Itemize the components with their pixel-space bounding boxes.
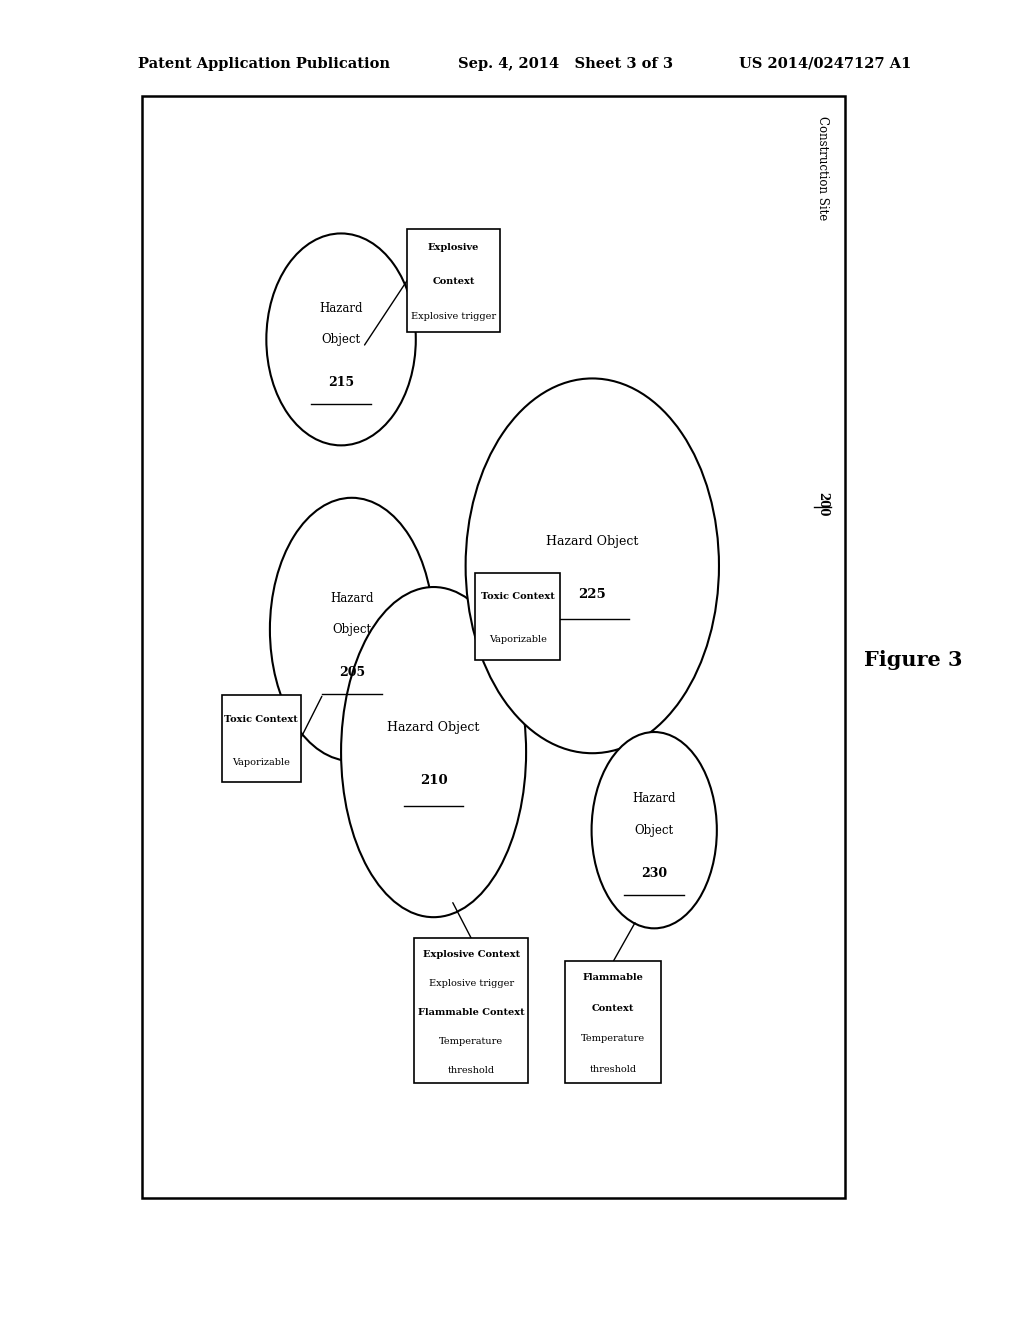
Text: 215: 215 xyxy=(328,376,354,389)
Text: Object: Object xyxy=(332,623,372,636)
Ellipse shape xyxy=(266,234,416,445)
Text: Patent Application Publication: Patent Application Publication xyxy=(138,57,390,71)
Text: Hazard: Hazard xyxy=(319,302,362,314)
Text: Temperature: Temperature xyxy=(582,1035,645,1043)
Text: Flammable Context: Flammable Context xyxy=(418,1008,524,1016)
Text: Explosive trigger: Explosive trigger xyxy=(429,979,514,987)
Text: Context: Context xyxy=(432,277,475,286)
FancyBboxPatch shape xyxy=(222,696,300,783)
Text: 225: 225 xyxy=(579,589,606,601)
Ellipse shape xyxy=(466,379,719,754)
Ellipse shape xyxy=(270,498,433,762)
Text: Construction Site: Construction Site xyxy=(816,116,829,224)
Text: threshold: threshold xyxy=(447,1065,495,1074)
Text: Hazard: Hazard xyxy=(330,591,374,605)
FancyBboxPatch shape xyxy=(408,228,500,331)
Text: Hazard Object: Hazard Object xyxy=(387,721,480,734)
Text: Object: Object xyxy=(322,333,360,346)
Text: Toxic Context: Toxic Context xyxy=(224,714,298,723)
Text: 230: 230 xyxy=(641,867,668,880)
Text: Explosive Context: Explosive Context xyxy=(423,950,520,958)
Text: Toxic Context: Toxic Context xyxy=(480,591,554,601)
Text: Vaporizable: Vaporizable xyxy=(232,758,290,767)
Text: Hazard Object: Hazard Object xyxy=(546,535,639,548)
FancyBboxPatch shape xyxy=(475,573,560,660)
Text: Vaporizable: Vaporizable xyxy=(488,635,547,644)
Text: Explosive: Explosive xyxy=(428,243,479,252)
Text: Figure 3: Figure 3 xyxy=(864,649,963,671)
Text: Explosive trigger: Explosive trigger xyxy=(411,312,496,321)
Ellipse shape xyxy=(592,733,717,928)
Ellipse shape xyxy=(341,587,526,917)
Text: 200: 200 xyxy=(816,492,829,516)
Text: US 2014/0247127 A1: US 2014/0247127 A1 xyxy=(739,57,911,71)
Text: 205: 205 xyxy=(339,667,365,680)
Text: Flammable: Flammable xyxy=(583,973,644,982)
FancyBboxPatch shape xyxy=(565,961,662,1084)
Text: Object: Object xyxy=(635,824,674,837)
Text: Sep. 4, 2014   Sheet 3 of 3: Sep. 4, 2014 Sheet 3 of 3 xyxy=(458,57,673,71)
FancyBboxPatch shape xyxy=(141,96,845,1199)
Text: 210: 210 xyxy=(420,775,447,788)
Text: threshold: threshold xyxy=(590,1065,637,1074)
Text: Hazard: Hazard xyxy=(633,792,676,805)
Text: Context: Context xyxy=(592,1003,635,1012)
Text: Temperature: Temperature xyxy=(439,1036,504,1045)
FancyBboxPatch shape xyxy=(415,939,528,1084)
